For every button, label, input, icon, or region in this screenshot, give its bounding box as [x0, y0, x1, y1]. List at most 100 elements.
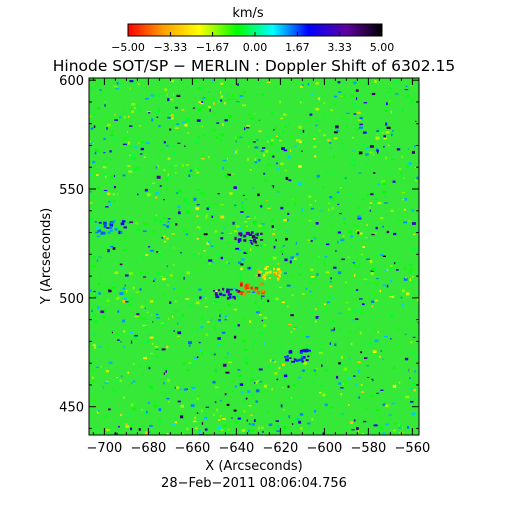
- heatmap-cell: [276, 149, 279, 152]
- heatmap-cell: [184, 123, 188, 127]
- heatmap-cell: [257, 376, 259, 380]
- heatmap-cell: [158, 420, 162, 423]
- heatmap-cell: [123, 249, 127, 251]
- heatmap-cell: [204, 428, 208, 431]
- velocity-feature-blueshift-cluster: [101, 231, 106, 235]
- heatmap-cell: [343, 95, 346, 98]
- heatmap-cell: [226, 225, 229, 227]
- heatmap-cell: [368, 342, 371, 345]
- heatmap-cell: [222, 363, 227, 367]
- heatmap-cell: [326, 301, 331, 304]
- heatmap-cell: [341, 401, 344, 403]
- heatmap-cell: [112, 388, 114, 391]
- heatmap-cell: [340, 95, 344, 98]
- heatmap-cell: [179, 250, 182, 253]
- heatmap-cell: [338, 362, 341, 365]
- heatmap-cell: [199, 296, 202, 300]
- heatmap-cell: [92, 369, 95, 373]
- heatmap-cell: [342, 235, 345, 237]
- heatmap-cell: [267, 299, 270, 303]
- heatmap-cell: [227, 334, 229, 337]
- heatmap-cell: [114, 113, 116, 116]
- heatmap-cell: [390, 338, 392, 340]
- heatmap-cell: [246, 125, 250, 127]
- velocity-feature-redshift-cluster: [279, 271, 282, 274]
- heatmap-cell: [352, 158, 356, 162]
- heatmap-cell: [285, 237, 288, 241]
- heatmap-cell: [331, 197, 335, 200]
- heatmap-cell: [376, 149, 379, 152]
- heatmap-cell: [201, 158, 205, 160]
- heatmap-cell: [357, 361, 361, 363]
- heatmap-cell: [324, 403, 328, 407]
- heatmap-cell: [237, 240, 240, 243]
- heatmap-cell: [384, 109, 388, 112]
- heatmap-cell: [243, 349, 248, 351]
- heatmap-cell: [196, 384, 198, 387]
- heatmap-cell: [374, 197, 378, 200]
- heatmap-cell: [221, 232, 224, 234]
- heatmap-cell: [127, 141, 130, 145]
- heatmap-cell: [133, 336, 138, 340]
- heatmap-cell: [355, 433, 359, 435]
- heatmap-cell: [200, 102, 204, 105]
- heatmap-cell: [120, 341, 122, 343]
- velocity-feature-redshift-cluster: [250, 286, 253, 290]
- heatmap-cell: [164, 88, 168, 91]
- velocity-feature-blueshift-cluster: [235, 289, 238, 292]
- heatmap-cell: [224, 356, 229, 359]
- heatmap-cell: [257, 306, 259, 310]
- heatmap-cell: [328, 412, 330, 415]
- heatmap-cell: [89, 115, 92, 117]
- heatmap-cell: [382, 358, 385, 361]
- heatmap-cell: [319, 352, 323, 354]
- heatmap-cell: [280, 117, 283, 120]
- heatmap-cell: [345, 281, 348, 284]
- heatmap-cell: [192, 253, 195, 257]
- heatmap-cell: [273, 300, 276, 302]
- velocity-feature-blueshift-cluster: [255, 236, 258, 239]
- colorbar-ticks: −5.00 −3.33 −1.67 0.00 1.67 3.33 5.00: [111, 32, 394, 54]
- heatmap-cell: [411, 227, 413, 229]
- heatmap-cell: [143, 318, 147, 321]
- velocity-feature-blueshift-cluster: [107, 231, 111, 234]
- heatmap-cell: [108, 348, 110, 350]
- velocity-feature-redshift-cluster: [240, 292, 243, 296]
- heatmap-cell: [288, 179, 292, 182]
- heatmap-cell: [355, 289, 359, 291]
- heatmap-cell: [413, 233, 416, 236]
- heatmap-cell: [258, 368, 263, 371]
- velocity-feature-blueshift-cluster: [250, 241, 253, 244]
- heatmap-cell: [116, 226, 120, 230]
- x-tick-label: −580: [351, 441, 387, 456]
- heatmap-cell: [96, 83, 100, 86]
- heatmap-cell: [280, 250, 283, 253]
- heatmap-cell: [202, 97, 206, 99]
- heatmap-cell: [92, 334, 95, 336]
- heatmap-cell: [378, 155, 382, 157]
- heatmap-cell: [125, 274, 129, 277]
- heatmap-cell: [307, 239, 310, 241]
- heatmap-cell: [249, 371, 253, 373]
- heatmap-cell: [170, 98, 174, 101]
- heatmap-cell: [191, 386, 196, 389]
- heatmap-cell: [224, 174, 229, 178]
- heatmap-cell: [386, 230, 390, 234]
- heatmap-cell: [271, 225, 274, 228]
- heatmap-cell: [411, 326, 414, 329]
- heatmap-cell: [361, 254, 364, 256]
- heatmap-cell: [119, 292, 124, 295]
- velocity-feature-blueshift-cluster: [238, 290, 241, 293]
- heatmap-cell: [382, 182, 386, 185]
- heatmap-cell: [212, 79, 215, 82]
- heatmap-cell: [133, 82, 135, 83]
- heatmap-cell: [340, 393, 343, 396]
- heatmap-cell: [316, 273, 319, 276]
- heatmap-cell: [386, 268, 389, 272]
- heatmap-cell: [258, 380, 263, 383]
- heatmap-cell: [211, 351, 215, 355]
- heatmap-cell: [248, 405, 252, 407]
- heatmap-cell: [208, 205, 211, 208]
- heatmap-cell: [260, 205, 263, 208]
- heatmap-cell: [352, 262, 356, 264]
